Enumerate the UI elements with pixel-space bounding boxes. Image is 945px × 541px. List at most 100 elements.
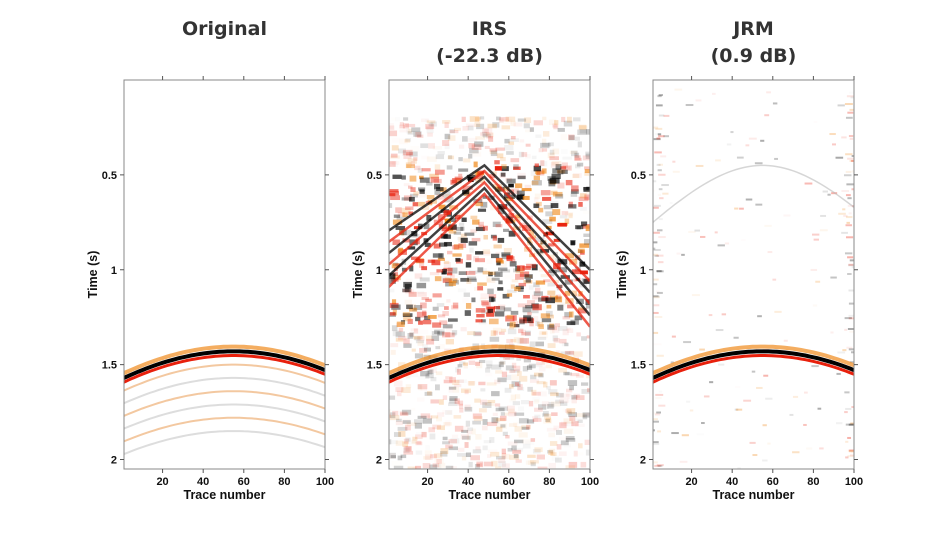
noise-mark bbox=[417, 397, 425, 401]
noise-mark bbox=[482, 133, 492, 138]
noise-mark bbox=[468, 360, 476, 365]
noise-mark bbox=[483, 461, 494, 467]
noise-mark bbox=[419, 277, 430, 282]
noise-mark bbox=[510, 135, 516, 140]
noise-mark bbox=[550, 190, 558, 195]
noise-mark bbox=[549, 216, 556, 222]
noise-mark bbox=[436, 303, 445, 307]
noise-mark bbox=[553, 238, 560, 242]
noise-mark bbox=[403, 195, 412, 201]
noise-mark bbox=[558, 451, 567, 456]
x-tick-label: 60 bbox=[238, 476, 250, 488]
noise-mark bbox=[469, 116, 480, 122]
noise-mark bbox=[471, 297, 476, 303]
noise-mark bbox=[549, 441, 558, 446]
noise-mark bbox=[511, 259, 516, 263]
noise-mark bbox=[477, 208, 487, 212]
noise-mark bbox=[523, 315, 532, 322]
noise-mark bbox=[509, 321, 516, 328]
noise-mark bbox=[783, 339, 788, 342]
noise-mark bbox=[403, 315, 412, 322]
noise-mark bbox=[409, 332, 415, 338]
noise-mark bbox=[564, 443, 571, 448]
noise-mark bbox=[845, 153, 853, 156]
noise-mark bbox=[448, 387, 454, 393]
noise-mark bbox=[557, 304, 564, 311]
noise-mark bbox=[471, 144, 482, 151]
noise-mark bbox=[689, 409, 694, 412]
x-tick-label: 60 bbox=[767, 476, 779, 488]
noise-mark bbox=[415, 434, 423, 440]
noise-mark bbox=[389, 395, 396, 400]
noise-mark bbox=[415, 441, 423, 446]
noise-mark bbox=[830, 276, 837, 279]
noise-mark bbox=[513, 166, 521, 171]
noise-mark bbox=[508, 213, 515, 218]
noise-mark bbox=[411, 256, 420, 260]
noise-mark bbox=[519, 338, 529, 344]
noise-mark bbox=[663, 135, 670, 138]
noise-mark bbox=[496, 455, 506, 460]
noise-mark bbox=[517, 371, 522, 376]
noise-mark bbox=[434, 189, 441, 195]
noise-mark bbox=[488, 136, 494, 142]
plot-area bbox=[389, 116, 590, 469]
noise-mark bbox=[481, 425, 488, 431]
noise-mark bbox=[486, 275, 491, 282]
noise-mark bbox=[564, 312, 573, 318]
noise-mark bbox=[491, 253, 500, 259]
noise-mark bbox=[402, 149, 413, 155]
noise-mark bbox=[417, 335, 425, 341]
noise-mark bbox=[555, 350, 560, 354]
noise-mark bbox=[531, 155, 537, 160]
noise-mark bbox=[653, 126, 659, 129]
noise-mark bbox=[440, 233, 448, 239]
noise-mark bbox=[569, 350, 574, 355]
noise-mark bbox=[404, 139, 411, 143]
noise-mark bbox=[499, 173, 506, 178]
noise-mark bbox=[547, 152, 555, 159]
noise-mark bbox=[457, 364, 463, 368]
noise-mark bbox=[526, 300, 535, 307]
noise-mark bbox=[539, 161, 547, 166]
noise-mark bbox=[403, 338, 410, 344]
noise-mark bbox=[512, 315, 517, 321]
noise-mark bbox=[851, 351, 854, 354]
noise-mark bbox=[443, 422, 452, 426]
noise-mark bbox=[429, 243, 438, 249]
noise-mark bbox=[570, 150, 578, 157]
noise-mark bbox=[533, 175, 540, 181]
noise-mark bbox=[447, 155, 455, 160]
noise-mark bbox=[482, 225, 488, 231]
noise-mark bbox=[844, 317, 852, 320]
noise-mark bbox=[446, 299, 451, 303]
noise-mark bbox=[554, 457, 562, 463]
noise-mark bbox=[847, 436, 852, 439]
noise-mark bbox=[465, 452, 472, 458]
x-tick-label: 100 bbox=[316, 476, 334, 488]
noise-mark bbox=[517, 386, 525, 392]
noise-mark bbox=[554, 296, 563, 303]
noise-mark bbox=[487, 288, 494, 295]
noise-mark bbox=[463, 292, 470, 297]
noise-mark bbox=[525, 460, 535, 465]
plot-area bbox=[653, 88, 854, 469]
noise-mark bbox=[541, 318, 552, 323]
noise-mark bbox=[458, 403, 464, 409]
noise-mark bbox=[423, 456, 431, 460]
noise-mark bbox=[529, 229, 535, 236]
noise-mark bbox=[534, 193, 541, 200]
noise-mark bbox=[699, 348, 705, 351]
noise-mark bbox=[439, 329, 445, 335]
noise-mark bbox=[534, 447, 543, 453]
noise-mark bbox=[482, 445, 488, 451]
noise-mark bbox=[442, 436, 448, 441]
noise-mark bbox=[518, 432, 528, 438]
noise-mark bbox=[444, 234, 451, 239]
noise-mark bbox=[570, 191, 578, 197]
y-tick-label: 1 bbox=[640, 265, 646, 277]
noise-mark bbox=[772, 278, 777, 281]
noise-mark bbox=[566, 351, 572, 355]
noise-mark bbox=[517, 190, 523, 195]
